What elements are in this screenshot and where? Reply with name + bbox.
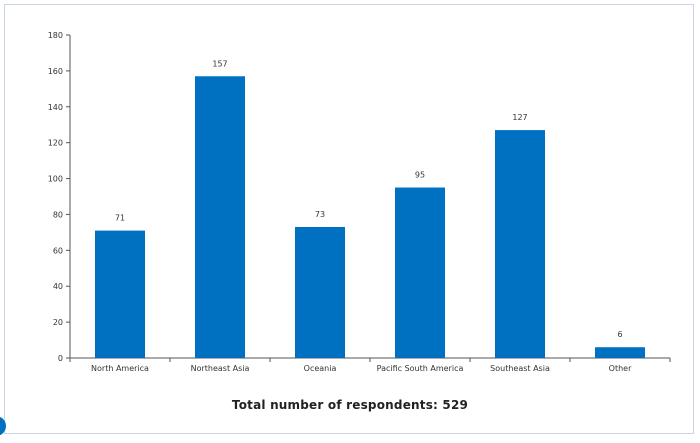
bar-data-label: 95 [415,171,425,180]
bar-data-label: 6 [617,330,622,339]
y-tick-label: 120 [48,139,63,148]
y-tick-label: 160 [48,67,63,76]
bar [95,230,145,358]
y-tick-label: 140 [48,103,63,112]
chart-frame [4,4,694,434]
bar [195,76,245,359]
bar [595,347,645,358]
bar-data-label: 127 [512,113,527,122]
bar [395,187,445,358]
bar-data-label: 73 [315,210,325,219]
x-tick-label: Pacific South America [377,364,464,373]
y-tick-label: 0 [58,354,63,363]
y-tick-label: 60 [53,246,63,255]
y-tick-label: 20 [53,318,63,327]
x-tick-label: Oceania [304,364,337,373]
x-tick-label: Other [609,364,632,373]
x-tick-label: Southeast Asia [490,364,550,373]
bar [295,227,345,358]
y-tick-label: 100 [48,175,63,184]
corner-indicator-dot [0,416,6,436]
y-tick-label: 80 [53,210,63,219]
x-tick-label: North America [91,364,149,373]
y-tick-label: 180 [48,31,63,40]
bar [495,130,545,358]
x-tick-label: Northeast Asia [191,364,250,373]
bar-data-label: 157 [212,59,227,68]
y-tick-label: 40 [53,282,63,291]
respondents-total-caption: Total number of respondents: 529 [231,398,469,412]
bar-data-label: 71 [115,214,125,223]
